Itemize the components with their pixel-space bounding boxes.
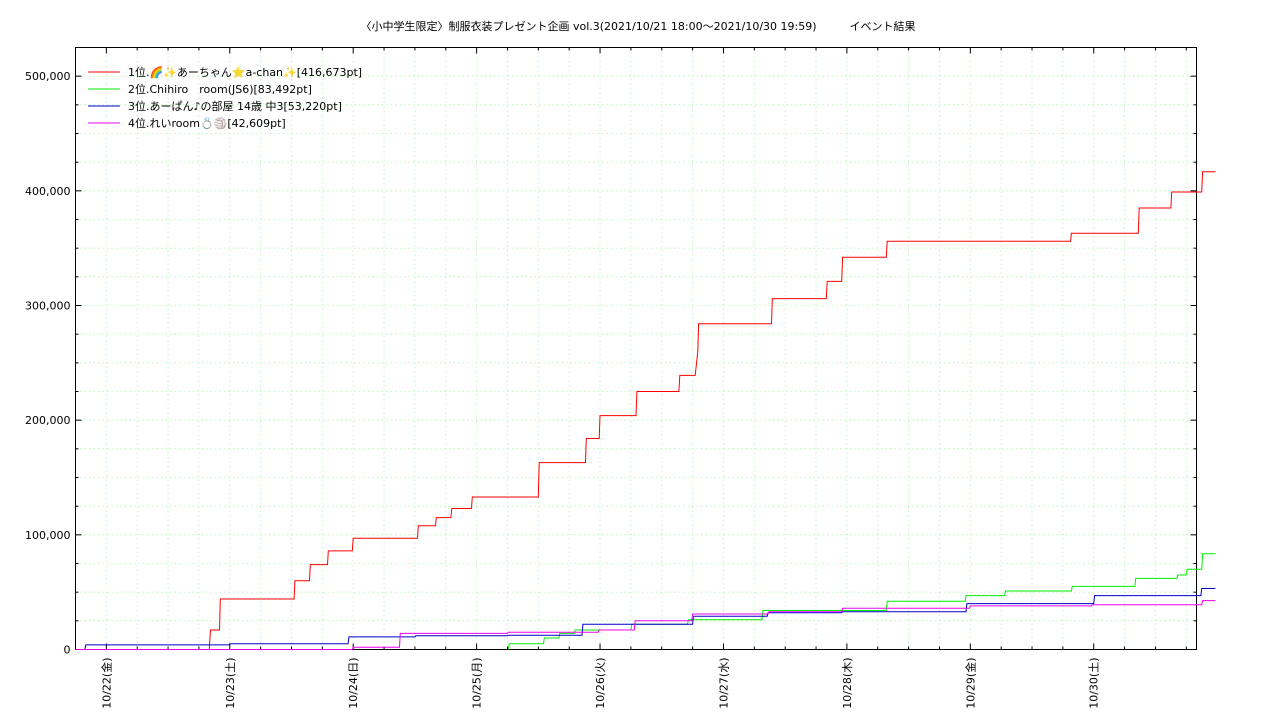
y-tick-label: 400,000	[25, 185, 71, 198]
x-tick-label: 10/28(木)	[841, 658, 854, 709]
x-tick-label: 10/27(水)	[717, 658, 730, 709]
legend: 1位.🌈✨あーちゃん⭐a-chan✨[416,673pt] 2位.Chihiro …	[88, 65, 362, 130]
series-line-1	[75, 171, 1216, 650]
plot-area-frame	[75, 47, 1197, 650]
axis-ticks: 0 100,000 200,000 300,000 400,000 500,000 10/2…	[25, 47, 1197, 709]
legend-entry-4: 4位.れいroom💍🏐[42,609pt]	[128, 116, 286, 130]
grid	[75, 47, 1197, 650]
series-line-4	[75, 600, 1216, 650]
y-tick-label: 100,000	[25, 529, 71, 542]
y-tick-label: 0	[64, 644, 71, 657]
y-tick-label: 200,000	[25, 414, 71, 427]
series-line-2	[507, 553, 1216, 650]
x-tick-label: 10/30(土)	[1088, 658, 1101, 709]
x-tick-label: 10/24(日)	[347, 658, 360, 709]
x-tick-label: 10/23(土)	[224, 658, 237, 709]
y-tick-label: 300,000	[25, 300, 71, 313]
legend-entry-2: 2位.Chihiro room(JS6)[83,492pt]	[128, 82, 312, 96]
x-tick-label: 10/22(金)	[99, 658, 113, 709]
series-lines	[75, 171, 1216, 650]
legend-entry-3: 3位.あーぱん♪の部屋 14歳 中3[53,220pt]	[128, 99, 342, 113]
legend-entry-1: 1位.🌈✨あーちゃん⭐a-chan✨[416,673pt]	[128, 65, 362, 79]
y-tick-label: 500,000	[25, 70, 71, 83]
x-tick-label: 10/25(月)	[471, 658, 484, 709]
chart-title: 〈小中学生限定〉制服衣装プレゼント企画 vol.3(2021/10/21 18:…	[360, 19, 915, 33]
x-tick-label: 10/29(金)	[963, 658, 977, 709]
x-tick-label: 10/26(火)	[594, 658, 607, 709]
series-line-3	[75, 588, 1216, 650]
